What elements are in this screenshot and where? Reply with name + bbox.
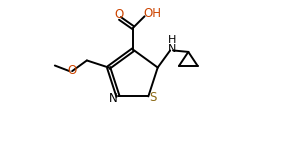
Text: N: N [109, 92, 118, 105]
Text: S: S [149, 91, 156, 104]
Text: OH: OH [144, 7, 162, 20]
Text: O: O [67, 64, 76, 77]
Text: O: O [114, 8, 123, 21]
Text: H
N: H N [168, 35, 176, 55]
